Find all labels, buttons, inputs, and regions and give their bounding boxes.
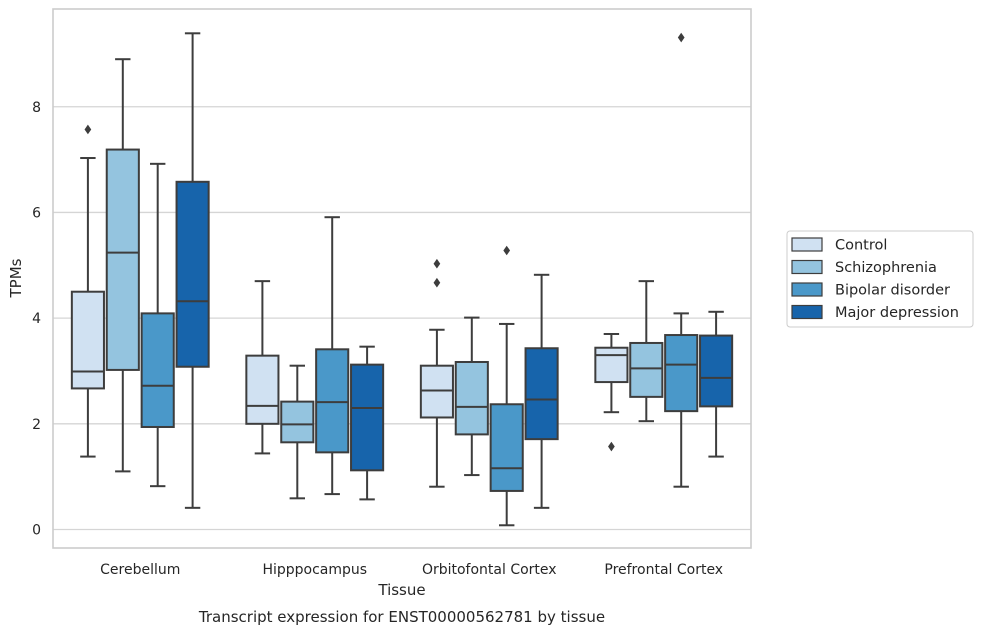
box-3-1 — [629, 280, 664, 423]
box-0-0 — [70, 124, 105, 458]
box-3-0 — [594, 332, 629, 452]
outlier-point — [677, 32, 685, 43]
legend-frame — [786, 230, 974, 328]
box-body — [454, 360, 489, 436]
legend-label: Control — [835, 238, 887, 254]
y-tick-labels: 0 2 4 6 8 — [32, 100, 41, 539]
x-axis-label: Tissue — [377, 581, 425, 599]
legend: Control Schizophrenia Bipolar disorder Majo… — [786, 230, 974, 328]
outlier-point — [433, 277, 441, 288]
box-2-3 — [524, 273, 559, 509]
box-body — [350, 363, 385, 472]
box-body — [70, 290, 105, 390]
y-tick-label: 0 — [32, 523, 41, 539]
y-tick-label: 2 — [32, 417, 41, 433]
box-body — [105, 148, 140, 371]
box-body — [419, 364, 454, 419]
x-tick-label: Hipppocampus — [262, 562, 367, 578]
box-body — [315, 348, 350, 454]
box-body — [280, 400, 315, 444]
outlier-point — [503, 245, 511, 256]
outlier-point — [608, 441, 615, 452]
chart-caption: Transcript expression for ENST0000056278… — [198, 608, 605, 626]
box-0-2 — [140, 162, 175, 488]
box-1-3 — [350, 345, 385, 501]
legend-swatch — [791, 237, 823, 252]
y-tick-label: 8 — [32, 100, 41, 116]
legend-swatch — [791, 304, 823, 320]
legend-swatch — [791, 259, 823, 275]
legend-label: Major depression — [835, 305, 959, 321]
box-1-0 — [245, 280, 280, 455]
box-body — [140, 312, 175, 428]
box-0-3 — [175, 32, 210, 509]
outlier-point — [84, 124, 92, 135]
x-tick-labels: Cerebellum Hipppocampus Orbitofontal Corte… — [100, 562, 723, 578]
x-tick-label: Prefrontal Cortex — [604, 562, 723, 578]
x-tick-label: Orbitofontal Cortex — [422, 562, 557, 578]
box-body — [489, 403, 524, 492]
box-body — [664, 334, 699, 413]
box-2-0 — [419, 258, 454, 488]
box-0-1 — [105, 58, 140, 473]
box-3-3 — [699, 310, 734, 458]
x-tick-label: Cerebellum — [100, 562, 180, 578]
box-body — [524, 347, 559, 441]
outlier-point — [433, 258, 441, 269]
plot-frame — [52, 8, 752, 549]
box-2-2 — [489, 245, 524, 527]
box-1-1 — [280, 364, 315, 500]
box-1-2 — [315, 216, 350, 496]
box-body — [245, 354, 280, 425]
box-groups — [70, 32, 734, 527]
legend-swatch — [791, 282, 823, 297]
y-tick-label: 4 — [32, 311, 41, 327]
box-3-2 — [664, 32, 699, 488]
box-body — [629, 341, 664, 398]
box-2-1 — [454, 316, 489, 477]
legend-label: Bipolar disorder — [835, 283, 950, 299]
box-body — [594, 346, 629, 384]
legend-label: Schizophrenia — [835, 260, 937, 276]
y-axis-label: TPMs — [7, 258, 25, 298]
box-body — [699, 334, 734, 408]
y-tick-label: 6 — [32, 205, 41, 221]
box-body — [175, 180, 210, 368]
